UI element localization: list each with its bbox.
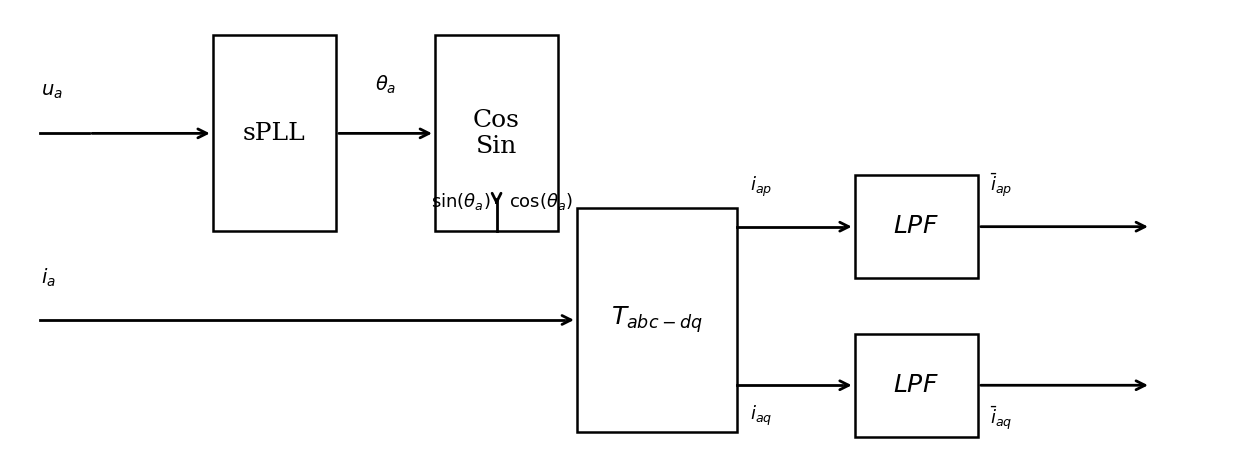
FancyBboxPatch shape [435,35,558,231]
Text: $\cos(\theta_a)$: $\cos(\theta_a)$ [508,191,573,211]
FancyBboxPatch shape [854,176,978,278]
FancyBboxPatch shape [577,208,738,432]
FancyBboxPatch shape [854,334,978,437]
Text: $i_a$: $i_a$ [41,267,56,289]
Text: $LPF$: $LPF$ [894,374,939,397]
FancyBboxPatch shape [212,35,336,231]
Text: $\bar{i}_{ap}$: $\bar{i}_{ap}$ [991,171,1013,199]
Text: $i_{aq}$: $i_{aq}$ [750,404,771,428]
Text: $u_a$: $u_a$ [41,82,63,101]
Text: $LPF$: $LPF$ [894,215,939,238]
Text: $\sin(\theta_a)$: $\sin(\theta_a)$ [430,191,490,211]
Text: sPLL: sPLL [243,122,306,145]
Text: $\bar{i}_{aq}$: $\bar{i}_{aq}$ [991,404,1013,432]
Text: Cos
Sin: Cos Sin [474,109,520,158]
Text: $T_{abc-dq}$: $T_{abc-dq}$ [611,304,703,335]
Text: $\theta_a$: $\theta_a$ [374,74,396,96]
Text: $i_{ap}$: $i_{ap}$ [750,175,771,199]
